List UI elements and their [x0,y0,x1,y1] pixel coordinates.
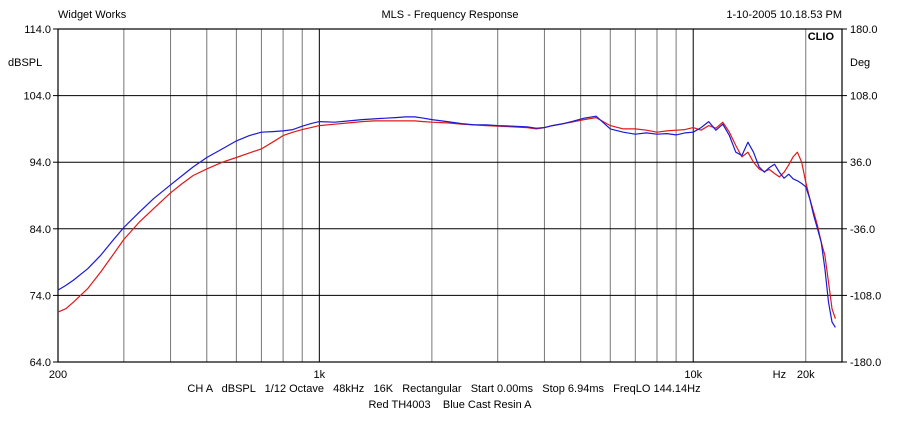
series-line-cast-resin-a [57,115,836,328]
series-line-th4003 [57,116,836,319]
y2-tick-label: -180.0 [850,357,881,369]
x-tick-label: 20k [797,369,815,381]
x-tick-label: 1k [314,369,326,381]
y-tick-label: 64.0 [30,357,51,369]
y2-tick-label: -108.0 [850,290,881,302]
chart-title: MLS - Frequency Response [382,9,519,21]
y2-axis-label: Deg [850,57,870,69]
brand-label: CLIO [808,31,835,43]
y2-tick-label: -36.0 [850,224,875,236]
y-tick-label: 94.0 [30,157,51,169]
x-tick-label: 200 [49,369,67,381]
legend-line: Red TH4003 Blue Cast Resin A [368,399,532,411]
plot-frame [57,28,843,363]
y2-tick-label: 108.0 [850,91,878,103]
x-tick-label: 10k [684,369,702,381]
y-tick-label: 84.0 [30,224,51,236]
y-tick-label: 104.0 [23,91,51,103]
y-axis-label: dBSPL [8,57,42,69]
y2-tick-label: 36.0 [850,157,871,169]
y-tick-label: 74.0 [30,290,51,302]
x-tick-label: Hz [773,369,786,381]
plot-area: 114.0 180.0 104.0 108.0 94.0 36.0 84.0 -36.0 74.… [23,24,881,381]
timestamp: 1-10-2005 10.18.53 PM [726,9,842,21]
y-tick-label: 114.0 [24,24,51,36]
y2-tick-label: 180.0 [850,24,878,36]
company-name: Widget Works [58,9,127,21]
settings-line: CH A dBSPL 1/12 Octave 48kHz 16K Rectang… [187,383,700,395]
